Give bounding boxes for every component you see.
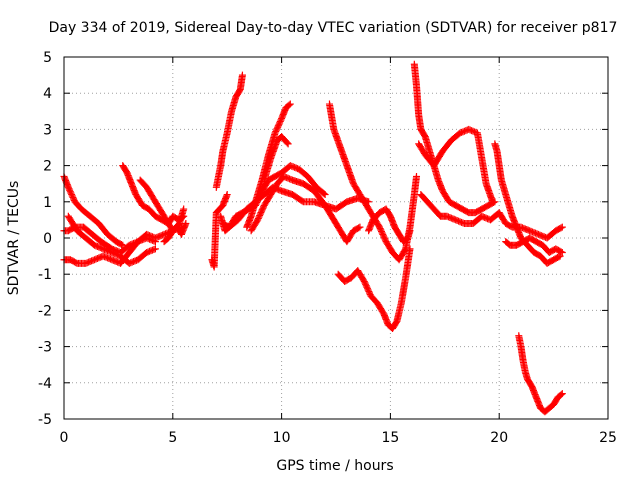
y-tick-label: 0	[43, 231, 52, 247]
y-tick-label: -1	[38, 267, 52, 283]
y-tick-label: 4	[43, 86, 52, 102]
data-point	[180, 205, 188, 213]
y-tick-label: 2	[43, 159, 52, 175]
data-point	[320, 190, 328, 198]
data-point	[151, 245, 159, 253]
y-tick-label: -3	[38, 340, 52, 356]
data-point	[558, 223, 566, 231]
series-arc-19	[415, 125, 497, 206]
y-tick-label: -4	[38, 376, 52, 392]
data-point	[182, 220, 190, 228]
data-point	[285, 101, 293, 109]
data-point	[558, 390, 566, 398]
y-tick-label: 3	[43, 122, 52, 138]
data-point	[557, 248, 565, 256]
chart-title: Day 334 of 2019, Sidereal Day-to-day VTE…	[49, 20, 618, 36]
series-arc-4	[64, 212, 159, 267]
x-tick-label: 25	[599, 430, 617, 446]
series-arc-8	[208, 191, 231, 271]
x-tick-label: 15	[381, 430, 399, 446]
series-arc-13	[247, 172, 364, 246]
data-point	[223, 191, 231, 199]
ticks: 0 5 10 15 20 25 -5 -4 -3 -2 -1 0 1 2 3 4 5	[38, 50, 617, 446]
series-arc-23	[515, 332, 566, 416]
data-point	[117, 241, 125, 249]
data-point	[557, 391, 565, 399]
series-arc-1	[60, 172, 127, 249]
series-arc-17	[365, 205, 414, 246]
x-tick-label: 10	[273, 430, 291, 446]
series-arc-18	[410, 60, 499, 217]
series-arc-10	[212, 71, 246, 191]
series-arc-20	[417, 191, 566, 242]
data-point	[406, 245, 414, 253]
series-arc-11	[219, 183, 373, 231]
data-point	[413, 172, 421, 180]
series-arc-7	[160, 220, 190, 246]
data-point	[355, 224, 363, 232]
x-tick-label: 5	[168, 430, 177, 446]
x-tick-label: 20	[490, 430, 508, 446]
data-point	[557, 224, 565, 232]
data-point	[356, 223, 364, 231]
series-arc-16	[334, 245, 414, 332]
x-tick-label: 0	[60, 430, 69, 446]
data-marks	[60, 60, 566, 416]
series-arc-14	[260, 133, 292, 184]
data-point	[238, 71, 246, 79]
data-point	[286, 100, 294, 108]
y-tick-label: 5	[43, 50, 52, 66]
data-point	[406, 227, 414, 235]
data-point	[489, 198, 497, 206]
data-point	[558, 248, 566, 256]
data-point	[283, 139, 291, 147]
data-point	[284, 140, 292, 148]
data-point	[555, 253, 563, 261]
series-arc-22	[502, 234, 566, 256]
y-tick-label: -2	[38, 303, 52, 319]
y-tick-label: 1	[43, 195, 52, 211]
x-axis-label: GPS time / hours	[276, 458, 393, 474]
data-point	[150, 245, 158, 253]
y-axis-label: SDTVAR / TECUs	[6, 181, 22, 296]
y-tick-label: -5	[38, 412, 52, 428]
data-point	[321, 191, 329, 199]
